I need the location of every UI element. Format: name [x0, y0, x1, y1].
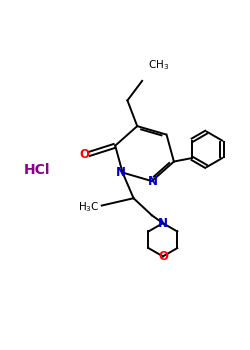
- Text: CH$_3$: CH$_3$: [148, 58, 170, 72]
- Text: O: O: [158, 250, 168, 263]
- Text: N: N: [158, 217, 168, 230]
- Text: O: O: [79, 148, 89, 161]
- Text: N: N: [148, 175, 158, 188]
- Text: HCl: HCl: [24, 163, 50, 177]
- Text: N: N: [116, 166, 126, 179]
- Text: H$_3$C: H$_3$C: [78, 200, 99, 214]
